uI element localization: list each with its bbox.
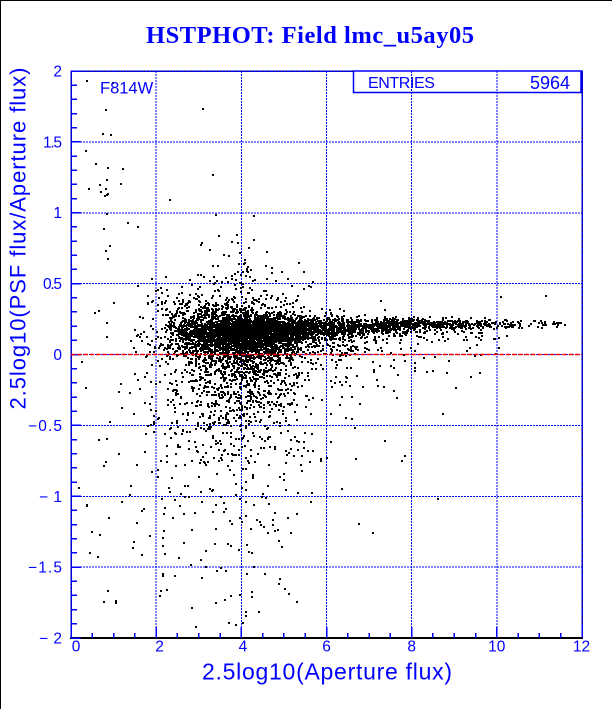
- svg-text:0: 0: [53, 347, 62, 364]
- svg-text:−1.5: −1.5: [28, 560, 62, 577]
- svg-text:12: 12: [573, 639, 590, 656]
- svg-text:2.5log10(PSF flux/Aperture flu: 2.5log10(PSF flux/Aperture flux): [6, 68, 31, 410]
- svg-text:0.5: 0.5: [43, 276, 62, 293]
- svg-text:2: 2: [155, 639, 164, 656]
- svg-text:1: 1: [53, 205, 62, 222]
- svg-text:2: 2: [53, 64, 62, 81]
- svg-text:2.5log10(Aperture flux): 2.5log10(Aperture flux): [202, 659, 452, 685]
- svg-text:6: 6: [322, 639, 331, 656]
- svg-text:10: 10: [488, 639, 506, 656]
- svg-text:ENTRIES: ENTRIES: [368, 75, 435, 92]
- svg-text:5964: 5964: [530, 73, 570, 93]
- svg-text:1.5: 1.5: [43, 134, 62, 151]
- svg-text:F814W: F814W: [100, 80, 154, 98]
- svg-text:4: 4: [239, 639, 248, 656]
- svg-text:0: 0: [72, 639, 81, 656]
- svg-text:HSTPHOT: Field lmc_u5ay05: HSTPHOT: Field lmc_u5ay05: [146, 22, 474, 49]
- svg-text:8: 8: [407, 639, 416, 656]
- svg-text:−0.5: −0.5: [28, 418, 62, 435]
